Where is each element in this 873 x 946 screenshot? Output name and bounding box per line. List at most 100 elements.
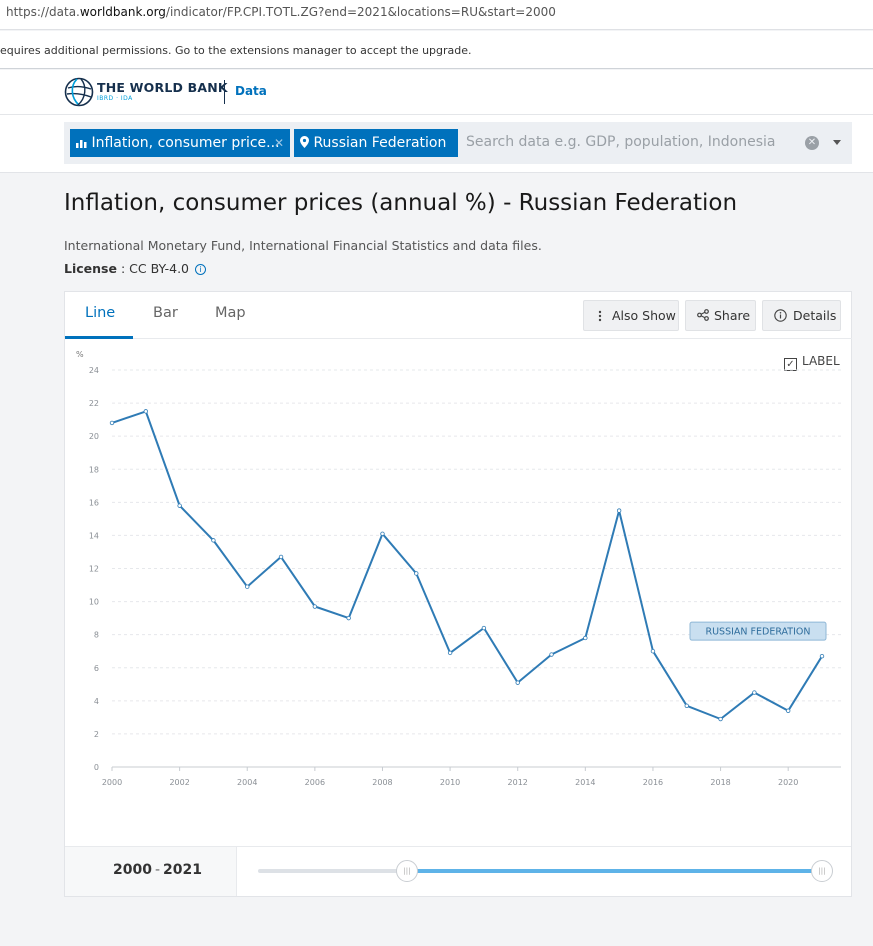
share-label: Share xyxy=(714,308,751,323)
active-tab-indicator xyxy=(65,336,133,339)
y-tick-label: 24 xyxy=(89,366,99,375)
also-show-label: Also Show xyxy=(612,308,676,323)
data-point xyxy=(312,604,318,609)
clear-search-icon[interactable]: ✕ xyxy=(805,136,819,150)
data-point xyxy=(718,716,723,722)
data-point xyxy=(583,635,588,641)
x-tick-label: 2012 xyxy=(508,778,528,787)
search-input[interactable]: Search data e.g. GDP, population, Indone… xyxy=(466,134,776,150)
x-tick-label: 2018 xyxy=(710,778,730,787)
x-tick-label: 2008 xyxy=(372,778,392,787)
y-unit-label: % xyxy=(76,350,84,359)
chart-tabs xyxy=(64,291,852,339)
data-point xyxy=(650,649,656,654)
tab-bar[interactable]: Bar xyxy=(153,305,178,321)
data-point xyxy=(819,653,825,659)
data-point xyxy=(684,703,689,708)
data-point xyxy=(481,625,487,631)
y-tick-label: 6 xyxy=(94,664,99,673)
y-tick-label: 10 xyxy=(89,598,99,607)
data-point xyxy=(278,554,284,560)
data-point xyxy=(616,508,622,513)
x-tick-label: 2014 xyxy=(575,778,595,787)
data-source: International Monetary Fund, Internation… xyxy=(64,238,542,253)
x-tick-label: 2020 xyxy=(778,778,798,787)
indicator-chip-label: Inflation, consumer price... xyxy=(91,135,280,151)
range-slider-fill xyxy=(407,869,823,873)
page-title: Inflation, consumer prices (annual %) - … xyxy=(64,190,738,216)
more-vertical-icon xyxy=(598,310,602,322)
y-tick-label: 16 xyxy=(89,498,99,507)
x-tick-label: 2004 xyxy=(237,778,257,787)
series-label: RUSSIAN FEDERATION xyxy=(706,627,811,638)
remove-indicator-icon[interactable]: ✕ xyxy=(273,136,284,150)
details-label: Details xyxy=(793,308,837,323)
url-suffix: /indicator/FP.CPI.TOTL.ZG?end=2021&locat… xyxy=(165,5,556,19)
tab-map[interactable]: Map xyxy=(215,305,246,321)
license-line: License : CC BY-4.0 i xyxy=(64,261,207,276)
label-toggle-text: LABEL xyxy=(802,354,840,368)
range-end-handle[interactable]: ||| xyxy=(811,860,833,882)
range-text: 2000-2021 xyxy=(113,862,202,878)
details-button[interactable]: Details xyxy=(762,300,841,331)
data-point xyxy=(143,409,149,414)
url-prefix: https://data. xyxy=(6,5,80,19)
x-tick-label: 2002 xyxy=(169,778,189,787)
license-value[interactable]: CC BY-4.0 xyxy=(129,261,190,276)
x-tick-label: 2010 xyxy=(440,778,460,787)
data-point xyxy=(414,571,419,576)
data-point xyxy=(211,538,216,543)
location-chip-label: Russian Federation xyxy=(313,135,447,151)
chevron-down-icon[interactable] xyxy=(833,140,841,145)
license-label: License xyxy=(64,261,117,276)
range-start-handle[interactable]: ||| xyxy=(396,860,418,882)
range-start: 2000 xyxy=(113,862,152,878)
x-tick-label: 2000 xyxy=(102,778,122,787)
data-point xyxy=(177,503,182,508)
share-icon xyxy=(697,309,709,321)
data-section-link[interactable]: Data xyxy=(235,84,267,98)
info-circle-icon xyxy=(774,309,787,322)
y-tick-label: 18 xyxy=(89,465,99,474)
data-point xyxy=(109,420,115,426)
data-point xyxy=(380,531,385,536)
indicator-chip[interactable]: Inflation, consumer price... ✕ xyxy=(70,129,290,157)
y-tick-label: 22 xyxy=(89,399,99,408)
data-point xyxy=(785,708,791,713)
also-show-button[interactable]: Also Show xyxy=(583,300,679,331)
site-header xyxy=(0,70,873,115)
data-point xyxy=(346,615,351,621)
range-display xyxy=(65,847,237,896)
y-tick-label: 0 xyxy=(94,763,99,772)
brand-subtitle: IBRD · IDA xyxy=(97,95,133,102)
info-icon[interactable]: i xyxy=(195,264,207,275)
share-button[interactable]: Share xyxy=(685,300,756,331)
header-divider xyxy=(224,80,225,104)
brand-name[interactable]: THE WORLD BANK xyxy=(97,80,228,95)
series-label-box xyxy=(689,621,827,641)
x-tick-label: 2006 xyxy=(305,778,325,787)
data-point xyxy=(447,650,453,656)
data-point xyxy=(752,690,757,695)
data-point xyxy=(549,652,554,657)
tab-line[interactable]: Line xyxy=(85,305,116,321)
y-tick-label: 2 xyxy=(94,730,99,739)
y-tick-label: 20 xyxy=(89,432,99,441)
series-line xyxy=(111,410,823,720)
y-tick-label: 4 xyxy=(94,697,99,706)
bar-chart-icon xyxy=(76,140,87,148)
range-end: 2021 xyxy=(163,862,202,878)
y-tick-label: 8 xyxy=(94,631,99,640)
chart-card xyxy=(64,291,852,897)
data-point xyxy=(515,680,520,685)
extension-notice: equires additional permissions. Go to th… xyxy=(0,31,873,69)
url-domain: worldbank.org xyxy=(79,5,166,19)
y-tick-label: 12 xyxy=(89,565,99,574)
location-pin-icon xyxy=(300,136,309,148)
address-bar[interactable]: https://data.worldbank.org/indicator/FP.… xyxy=(0,0,873,30)
world-bank-logo-icon[interactable] xyxy=(64,77,94,107)
location-chip[interactable]: Russian Federation xyxy=(294,129,458,157)
data-point xyxy=(245,584,250,589)
x-tick-label: 2016 xyxy=(643,778,663,787)
